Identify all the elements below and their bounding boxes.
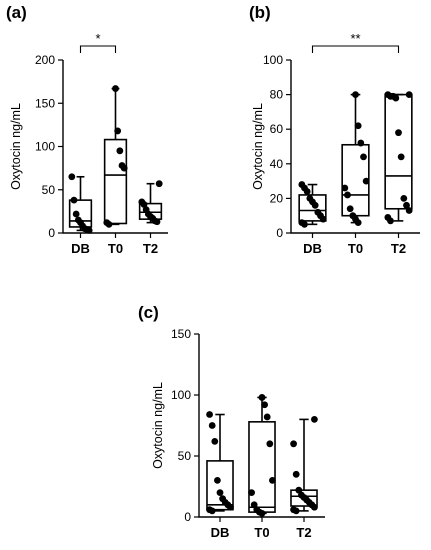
- data-point: [72, 210, 80, 218]
- data-point: [397, 153, 405, 161]
- data-point: [405, 207, 413, 214]
- data-point: [208, 422, 216, 429]
- data-point: [292, 470, 300, 478]
- data-point: [227, 503, 234, 511]
- y-axis-title: Oxytocin ng/mL: [9, 103, 23, 190]
- data-point: [362, 177, 370, 185]
- data-point: [211, 437, 219, 445]
- x-tick-label: T0: [108, 241, 123, 256]
- data-point: [112, 85, 119, 92]
- y-axis-title: Oxytocin ng/mL: [251, 103, 265, 190]
- y-tick-label: 60: [270, 122, 284, 136]
- data-point: [354, 122, 362, 130]
- data-point: [248, 489, 255, 496]
- data-point: [120, 164, 128, 172]
- chart-panel-2: (b) Oxytocin ng/mL 0 20 40 60 80 100 DB T0 T2 **: [249, 3, 420, 256]
- box: [298, 194, 327, 222]
- y-tick-label: 40: [270, 157, 284, 171]
- y-tick-label: 100: [35, 140, 55, 154]
- data-point: [155, 180, 163, 188]
- box: [206, 460, 234, 511]
- panel-label: (a): [6, 3, 27, 22]
- y-tick-label: 50: [178, 449, 192, 463]
- significance-bracket: [311, 45, 400, 53]
- x-tick-label: T2: [143, 241, 158, 256]
- y-tick-label: 50: [42, 183, 56, 197]
- y-tick-label: 80: [270, 88, 284, 102]
- data-point: [346, 205, 354, 213]
- data-point: [303, 188, 311, 195]
- data-point: [360, 153, 367, 161]
- data-point: [206, 411, 213, 418]
- data-point: [292, 507, 300, 515]
- x-tick-label: DB: [211, 525, 230, 540]
- x-tick-label: DB: [71, 241, 90, 256]
- y-tick-label: 100: [263, 53, 283, 67]
- data-point: [269, 477, 276, 484]
- y-tick-label: 200: [35, 53, 55, 67]
- data-point: [311, 416, 318, 423]
- data-point: [290, 440, 297, 448]
- data-point: [266, 440, 274, 448]
- data-point: [311, 503, 318, 511]
- chart-panel-3: (c) Oxytocin ng/mL 0 50 100 150 DB T0 T2: [138, 303, 325, 540]
- significance-label: **: [350, 31, 360, 46]
- panel-label: (c): [138, 303, 159, 322]
- data-point: [114, 127, 122, 135]
- x-tick-label: T0: [254, 525, 269, 540]
- data-point: [354, 219, 362, 227]
- data-point: [392, 94, 400, 102]
- x-tick-label: T0: [348, 241, 363, 256]
- data-point: [208, 507, 216, 515]
- data-point: [216, 489, 224, 496]
- data-point: [153, 218, 161, 226]
- y-tick-label: 100: [171, 388, 191, 402]
- data-point: [85, 227, 93, 234]
- box: [384, 93, 413, 210]
- data-point: [213, 477, 221, 484]
- data-point: [352, 91, 359, 98]
- y-tick-label: 20: [270, 191, 284, 205]
- x-tick-label: T2: [296, 525, 311, 540]
- data-point: [403, 201, 410, 209]
- x-tick-label: T2: [391, 241, 406, 256]
- box: [248, 421, 276, 513]
- y-tick-label: 0: [184, 510, 191, 524]
- data-point: [140, 201, 148, 208]
- y-tick-label: 150: [171, 327, 191, 341]
- data-point: [68, 173, 76, 181]
- data-point: [341, 184, 349, 192]
- data-point: [395, 129, 402, 137]
- panel-label: (b): [249, 3, 271, 22]
- data-point: [258, 509, 266, 517]
- y-tick-label: 0: [48, 226, 55, 240]
- y-axis-title: Oxytocin ng/mL: [151, 382, 165, 469]
- data-point: [301, 220, 308, 228]
- data-point: [116, 147, 124, 155]
- data-point: [405, 91, 413, 98]
- data-point: [319, 215, 327, 223]
- y-tick-label: 150: [35, 96, 55, 110]
- data-point: [311, 201, 319, 209]
- data-point: [400, 195, 408, 202]
- box: [290, 489, 318, 507]
- chart-panel-1: (a) Oxytocin ng/mL 0 50 100 150 200 DB T0 T2 *: [6, 3, 168, 256]
- data-point: [105, 220, 113, 228]
- data-point: [258, 394, 266, 401]
- data-point: [344, 191, 351, 199]
- y-tick-label: 0: [276, 226, 283, 240]
- significance-label: *: [95, 31, 100, 46]
- data-point: [357, 139, 365, 147]
- x-tick-label: DB: [303, 241, 322, 256]
- box: [103, 138, 128, 225]
- data-point: [387, 217, 394, 225]
- significance-bracket: [79, 45, 117, 53]
- data-point: [70, 196, 78, 204]
- data-point: [261, 401, 269, 409]
- data-point: [263, 413, 271, 421]
